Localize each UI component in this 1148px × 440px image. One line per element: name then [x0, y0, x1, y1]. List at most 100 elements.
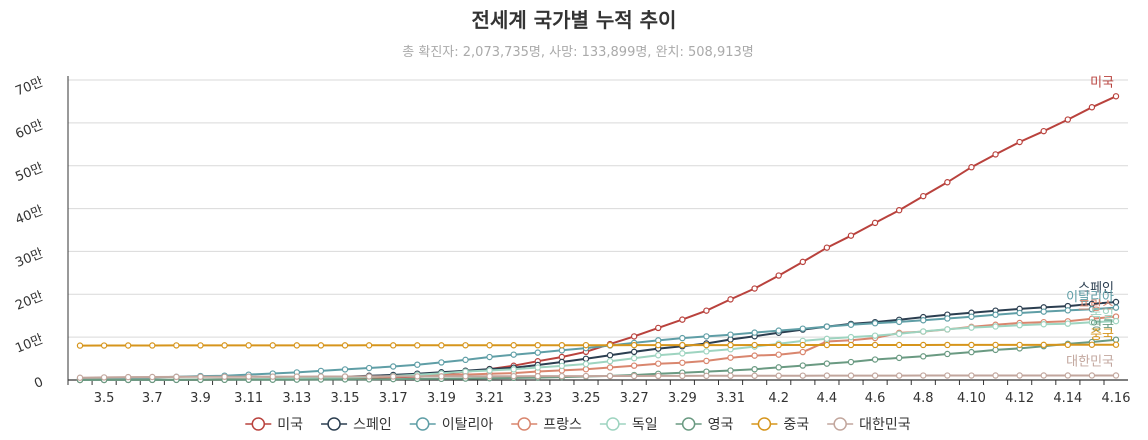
data-point	[293, 373, 301, 380]
data-point	[438, 373, 445, 380]
legend-label: 독일	[632, 417, 658, 433]
data-point	[920, 372, 927, 379]
data-point	[775, 351, 782, 358]
data-point	[968, 313, 975, 320]
data-point	[968, 372, 975, 379]
data-point	[727, 354, 734, 361]
data-point	[510, 372, 517, 380]
series-end-label: 스페인	[1078, 281, 1114, 296]
x-tick-label: 4.16	[1102, 391, 1131, 406]
data-point	[895, 354, 903, 362]
data-point	[1088, 319, 1096, 326]
data-point	[390, 373, 397, 380]
data-point	[173, 342, 180, 349]
gridlines	[68, 79, 1128, 381]
data-point	[1040, 321, 1047, 328]
data-point	[486, 367, 493, 374]
legend-item[interactable]: 프랑스	[511, 417, 582, 433]
legend-circle-icon	[757, 417, 772, 431]
legend-label: 영국	[708, 417, 734, 433]
x-tick-label: 3.23	[523, 391, 552, 406]
series-layer	[76, 93, 1120, 384]
data-point	[871, 332, 879, 339]
data-point	[630, 354, 638, 362]
data-point	[100, 374, 108, 381]
legend-item[interactable]: 독일	[599, 417, 658, 433]
data-point	[727, 296, 734, 303]
data-point	[679, 350, 686, 357]
data-point	[944, 179, 951, 186]
series-1	[76, 298, 1120, 384]
data-point	[438, 342, 445, 349]
legend-item[interactable]: 중국	[751, 417, 809, 433]
data-point	[920, 317, 927, 324]
legend: 미국 스페인 이탈리아 프랑스 독일 영국 중국 대한민국	[245, 417, 911, 433]
legend-item[interactable]: 이탈리아	[409, 417, 494, 433]
data-point	[1088, 306, 1096, 313]
data-point	[149, 373, 156, 381]
data-point	[462, 373, 469, 380]
data-point	[606, 341, 614, 349]
data-point	[944, 341, 951, 349]
y-tick-label: 20만	[13, 289, 45, 314]
data-point	[944, 326, 951, 333]
data-point	[703, 357, 710, 365]
data-point	[76, 374, 84, 381]
legend-circle-icon	[517, 417, 531, 431]
data-point	[992, 341, 999, 349]
data-point	[823, 323, 831, 330]
data-point	[1088, 341, 1096, 348]
data-point	[679, 341, 686, 349]
x-tick-label: 3.17	[379, 391, 408, 406]
data-point	[992, 311, 999, 318]
legend-item[interactable]: 스페인	[321, 417, 392, 433]
data-point	[920, 341, 927, 349]
data-point	[558, 342, 566, 349]
series-line	[79, 306, 1117, 380]
data-point	[1064, 307, 1072, 314]
legend-item[interactable]: 대한민국	[827, 417, 911, 433]
data-point	[775, 372, 782, 379]
data-point	[799, 372, 806, 379]
data-point	[679, 372, 686, 380]
data-point	[727, 341, 734, 349]
data-point	[1112, 93, 1120, 100]
data-point	[1064, 320, 1072, 327]
x-tick-label: 3.25	[571, 391, 600, 406]
legend-circle-icon	[833, 417, 847, 431]
data-point	[751, 285, 758, 292]
data-point	[462, 342, 469, 349]
data-point	[1064, 341, 1072, 349]
data-point	[655, 324, 662, 332]
data-point	[390, 342, 397, 349]
data-point	[486, 353, 493, 361]
data-point	[486, 373, 493, 380]
data-point	[847, 341, 855, 349]
x-tick-label: 3.19	[427, 391, 456, 406]
data-point	[823, 341, 831, 349]
data-point	[895, 341, 903, 349]
data-point	[871, 372, 879, 379]
data-point	[582, 372, 590, 380]
data-point	[1040, 308, 1047, 315]
data-point	[655, 341, 662, 349]
data-point	[582, 355, 590, 362]
data-point	[920, 192, 927, 200]
data-point	[197, 342, 204, 349]
data-point	[895, 330, 903, 338]
x-tick-label: 3.15	[331, 391, 360, 406]
legend-item[interactable]: 미국	[245, 417, 303, 433]
legend-circle-icon	[251, 417, 266, 431]
legend-item[interactable]: 영국	[675, 417, 734, 433]
data-point	[799, 362, 806, 369]
data-point	[534, 372, 541, 380]
data-point	[317, 342, 325, 349]
data-point	[655, 372, 662, 380]
data-point	[100, 342, 108, 349]
data-point	[245, 342, 252, 349]
data-point	[679, 334, 686, 342]
data-point	[871, 219, 879, 227]
data-point	[727, 331, 734, 338]
